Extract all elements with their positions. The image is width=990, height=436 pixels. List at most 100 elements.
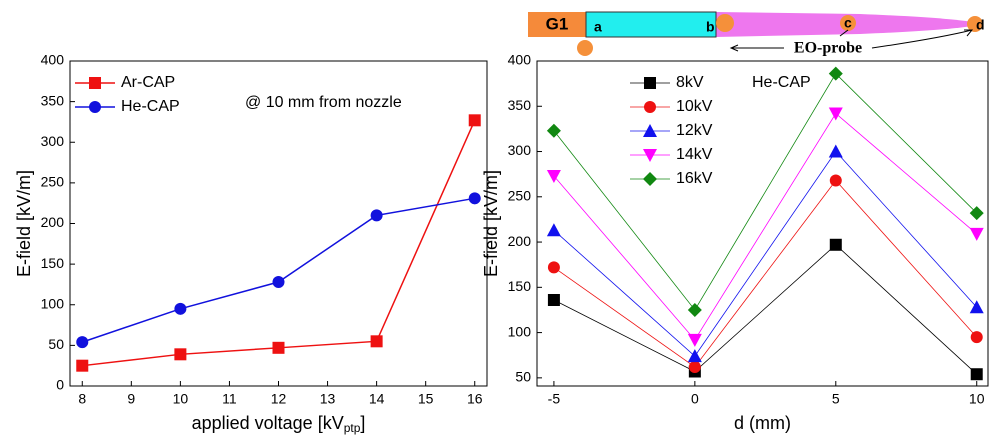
y-tick-label: 200	[508, 233, 532, 249]
series-line	[82, 197, 475, 343]
series-line	[553, 112, 977, 341]
x-tick-label: 0	[691, 391, 699, 407]
series-line	[553, 179, 978, 368]
marker	[547, 261, 560, 274]
y-tick-label: 350	[41, 92, 65, 108]
legend-label: 8kV	[676, 74, 704, 91]
legend-marker	[644, 77, 656, 89]
probe-dot	[840, 15, 856, 31]
y-tick-label: 250	[41, 174, 65, 190]
x-tick-label: 8	[78, 391, 86, 407]
x-axis-label-end: ]	[360, 413, 365, 433]
marker	[828, 107, 843, 121]
x-tick-label: 5	[832, 391, 840, 407]
y-tick-label: 300	[41, 133, 65, 149]
y-tick-label: 250	[508, 187, 532, 203]
y-axis-label: E-field [kV/m]	[14, 170, 34, 277]
y-tick-label: 150	[41, 255, 65, 271]
marker	[687, 302, 702, 317]
legend-label: 12kV	[676, 122, 713, 139]
marker	[546, 169, 561, 183]
legend-label: Ar-CAP	[121, 74, 175, 91]
x-axis-label: d (mm)	[734, 413, 791, 433]
x-tick-label: 10	[969, 391, 985, 407]
point-label: a	[594, 19, 602, 35]
annotation: He-CAP	[752, 74, 811, 91]
y-tick-label: 50	[48, 336, 64, 352]
legend-label: 16kV	[676, 170, 713, 187]
marker	[687, 349, 702, 363]
point-label: c	[844, 15, 852, 31]
marker	[272, 276, 285, 288]
marker	[174, 302, 187, 315]
legend-marker	[643, 172, 657, 186]
marker	[969, 227, 984, 241]
y-tick-label: 400	[41, 52, 65, 68]
plot-frame	[536, 60, 989, 387]
x-axis-label-sub: ptp	[344, 421, 361, 435]
series-line	[553, 73, 978, 311]
marker	[76, 336, 89, 349]
y-tick-label: 400	[508, 52, 532, 68]
x-tick-label: 14	[369, 391, 385, 407]
marker	[828, 144, 843, 158]
x-tick-label: -5	[548, 391, 561, 407]
annotation: @ 10 mm from nozzle	[245, 94, 402, 111]
x-tick-label: 13	[320, 391, 336, 407]
marker	[547, 293, 560, 306]
x-axis-label: applied voltage [kVptp]	[192, 413, 366, 435]
y-axis-label: E-field [kV/m]	[481, 170, 501, 277]
marker	[76, 359, 89, 372]
marker	[546, 223, 561, 237]
y-tick-label: 100	[508, 323, 532, 339]
legend-label: He-CAP	[121, 98, 180, 115]
y-tick-label: 200	[41, 214, 65, 230]
legend-marker	[644, 101, 656, 113]
legend-label: 10kV	[676, 98, 713, 115]
y-tick-label: 100	[41, 295, 65, 311]
x-tick-label: 12	[271, 391, 287, 407]
legend-marker	[89, 101, 101, 113]
y-tick-label: 0	[56, 377, 64, 393]
y-tick-label: 350	[508, 97, 532, 113]
probe-dot	[716, 14, 734, 32]
point-label: b	[706, 19, 715, 35]
y-tick-label: 50	[515, 369, 531, 385]
probe-dot	[967, 16, 983, 32]
series-line	[553, 150, 978, 357]
marker	[546, 123, 561, 138]
g1-label: G1	[546, 14, 569, 33]
probe-label: EO-probe	[794, 40, 862, 57]
marker	[370, 335, 383, 348]
marker	[468, 114, 481, 127]
x-tick-label: 15	[418, 391, 434, 407]
y-tick-label: 150	[508, 278, 532, 294]
marker	[970, 331, 983, 344]
marker	[370, 209, 383, 222]
x-tick-label: 16	[467, 391, 483, 407]
legend-label: 14kV	[676, 146, 713, 163]
series-line	[553, 244, 977, 375]
arrows	[729, 29, 974, 52]
marker	[468, 192, 481, 205]
marker	[970, 368, 983, 381]
diagram: G1 a b c d EO-probe	[528, 11, 985, 57]
marker	[829, 174, 842, 187]
marker	[687, 333, 702, 347]
marker	[174, 348, 187, 361]
x-tick-label: 11	[222, 391, 237, 407]
tube	[585, 11, 717, 38]
marker	[828, 66, 843, 81]
marker	[969, 300, 984, 314]
legend-marker	[643, 149, 657, 162]
marker	[272, 341, 285, 354]
y-tick-label: 300	[508, 142, 532, 158]
probe-dot	[577, 40, 593, 56]
series-line	[82, 120, 476, 367]
marker	[829, 238, 842, 251]
legend-marker	[89, 77, 101, 89]
legend-marker	[643, 124, 657, 137]
x-tick-label: 9	[127, 391, 135, 407]
